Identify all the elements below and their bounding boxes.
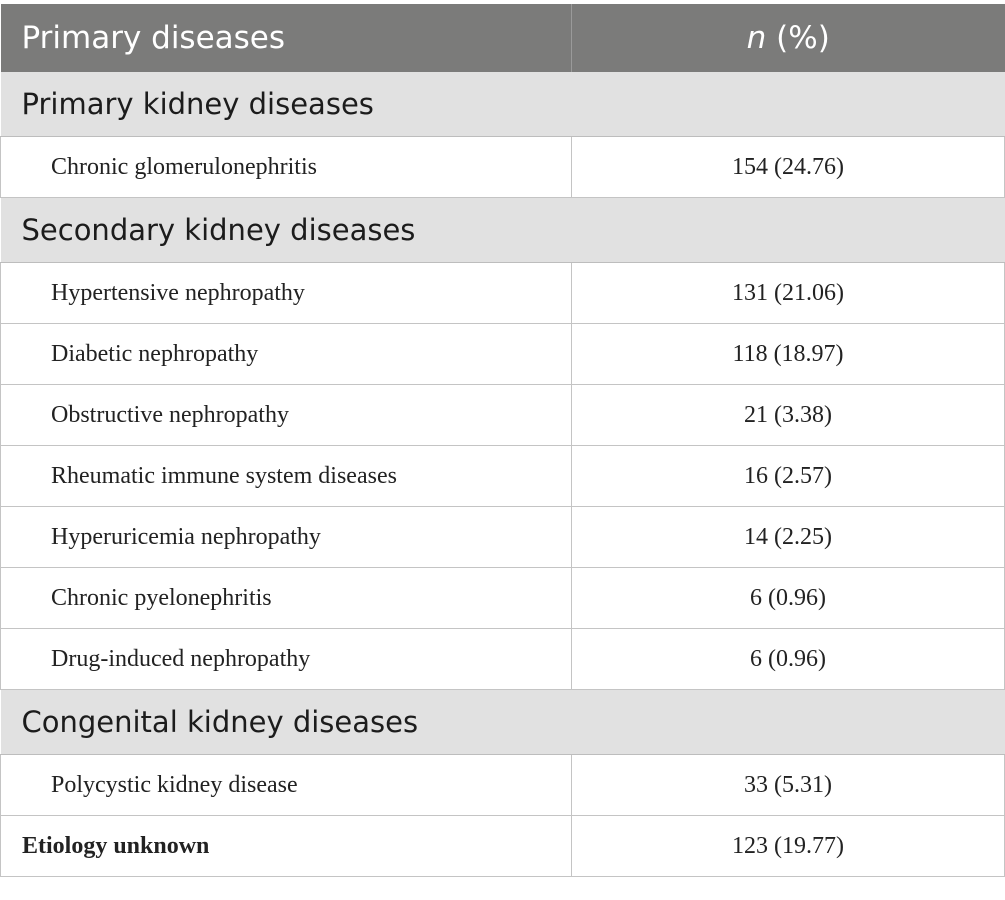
row-value: 6 (0.96): [571, 628, 1005, 690]
row-label: Obstructive nephropathy: [0, 384, 572, 446]
table-row: Polycystic kidney disease 33 (5.31): [0, 754, 1005, 816]
row-value: 33 (5.31): [571, 754, 1005, 816]
table-row: Hypertensive nephropathy 131 (21.06): [0, 262, 1005, 324]
table-row-etiology-unknown: Etiology unknown 123 (19.77): [0, 815, 1005, 877]
header-n-italic: n: [746, 20, 767, 56]
section-row: Primary kidney diseases: [0, 72, 1005, 137]
header-n-percent: n (%): [571, 4, 1005, 72]
row-label: Hyperuricemia nephropathy: [0, 506, 572, 568]
header-percent: (%): [766, 20, 830, 56]
row-label: Hypertensive nephropathy: [0, 262, 572, 324]
table-header-row: Primary diseases n (%): [0, 4, 1005, 72]
section-row: Secondary kidney diseases: [0, 197, 1005, 263]
section-title: Secondary kidney diseases: [0, 197, 1005, 263]
row-value: 118 (18.97): [571, 323, 1005, 385]
row-value: 154 (24.76): [571, 136, 1005, 198]
table-row: Chronic pyelonephritis 6 (0.96): [0, 567, 1005, 629]
row-value: 21 (3.38): [571, 384, 1005, 446]
row-label: Diabetic nephropathy: [0, 323, 572, 385]
section-title: Congenital kidney diseases: [0, 689, 1005, 755]
row-value: 123 (19.77): [571, 815, 1005, 877]
primary-diseases-table: Primary diseases n (%) Primary kidney di…: [0, 4, 1005, 877]
table-row: Obstructive nephropathy 21 (3.38): [0, 384, 1005, 446]
table-row: Diabetic nephropathy 118 (18.97): [0, 323, 1005, 385]
table-row: Drug-induced nephropathy 6 (0.96): [0, 628, 1005, 690]
row-label: Chronic glomerulonephritis: [0, 136, 572, 198]
row-label: Drug-induced nephropathy: [0, 628, 572, 690]
row-value: 16 (2.57): [571, 445, 1005, 507]
row-value: 14 (2.25): [571, 506, 1005, 568]
table-row: Hyperuricemia nephropathy 14 (2.25): [0, 506, 1005, 568]
section-row: Congenital kidney diseases: [0, 689, 1005, 755]
row-label: Chronic pyelonephritis: [0, 567, 572, 629]
row-value: 6 (0.96): [571, 567, 1005, 629]
table-row: Rheumatic immune system diseases 16 (2.5…: [0, 445, 1005, 507]
row-label: Rheumatic immune system diseases: [0, 445, 572, 507]
row-value: 131 (21.06): [571, 262, 1005, 324]
section-title: Primary kidney diseases: [0, 72, 1005, 137]
row-label: Etiology unknown: [0, 815, 572, 877]
table-row: Chronic glomerulonephritis 154 (24.76): [0, 136, 1005, 198]
row-label: Polycystic kidney disease: [0, 754, 572, 816]
header-primary-diseases: Primary diseases: [0, 4, 572, 72]
